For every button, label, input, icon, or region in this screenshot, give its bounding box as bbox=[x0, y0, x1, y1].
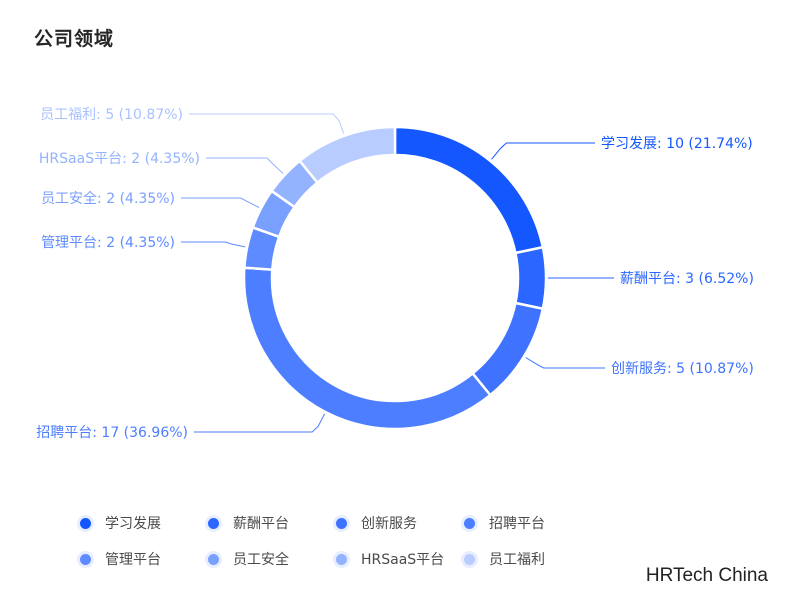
slice-label-1: 薪酬平台: 3 (6.52%) bbox=[620, 271, 754, 287]
legend-marker-icon bbox=[336, 553, 347, 565]
legend-item-2[interactable]: 创新服务 bbox=[336, 512, 464, 534]
legend-item-7[interactable]: 员工福利 bbox=[464, 548, 592, 570]
legend-label: 创新服务 bbox=[361, 516, 417, 532]
legend-marker-icon bbox=[336, 517, 347, 529]
slice-label-4: 管理平台: 2 (4.35%) bbox=[41, 235, 175, 251]
legend-marker-icon bbox=[80, 517, 91, 529]
legend-label: 招聘平台 bbox=[489, 516, 545, 532]
donut-slice-3[interactable] bbox=[242, 266, 493, 431]
legend-marker-icon bbox=[464, 553, 475, 565]
donut-slice-2[interactable] bbox=[470, 301, 545, 397]
legend-label: 薪酬平台 bbox=[233, 516, 289, 532]
chart-title: 公司领域 bbox=[34, 28, 115, 50]
legend-marker-icon bbox=[208, 517, 219, 529]
legend-item-5[interactable]: 员工安全 bbox=[208, 548, 336, 570]
chart-legend: 学习发展 薪酬平台 创新服务 招聘平台管理平台 员工安全 HRSaaS平台 员工福利 bbox=[80, 512, 640, 570]
legend-item-0[interactable]: 学习发展 bbox=[80, 512, 208, 534]
donut-slice-7[interactable] bbox=[297, 125, 397, 185]
leader-line-7 bbox=[189, 113, 345, 135]
slice-label-6: HRSaaS平台: 2 (4.35%) bbox=[39, 151, 200, 167]
legend-item-1[interactable]: 薪酬平台 bbox=[208, 512, 336, 534]
leader-line-5 bbox=[181, 197, 260, 209]
legend-item-6[interactable]: HRSaaS平台 bbox=[336, 548, 464, 570]
donut-slice-0[interactable] bbox=[393, 125, 545, 255]
leader-line-6 bbox=[206, 157, 284, 174]
legend-label: 学习发展 bbox=[105, 516, 161, 532]
slice-label-0: 学习发展: 10 (21.74%) bbox=[601, 136, 753, 152]
legend-label: 员工福利 bbox=[489, 552, 545, 568]
slice-label-7: 员工福利: 5 (10.87%) bbox=[40, 107, 183, 123]
leader-line-4 bbox=[181, 241, 246, 248]
legend-marker-icon bbox=[464, 517, 475, 529]
slice-label-3: 招聘平台: 17 (36.96%) bbox=[36, 425, 188, 441]
legend-marker-icon bbox=[80, 553, 91, 565]
legend-item-3[interactable]: 招聘平台 bbox=[464, 512, 592, 534]
legend-label: 管理平台 bbox=[105, 552, 161, 568]
legend-label: 员工安全 bbox=[233, 552, 289, 568]
legend-marker-icon bbox=[208, 553, 219, 565]
leader-line-3 bbox=[194, 413, 326, 433]
slice-label-2: 创新服务: 5 (10.87%) bbox=[611, 361, 754, 377]
donut-slice-1[interactable] bbox=[513, 245, 548, 311]
legend-item-4[interactable]: 管理平台 bbox=[80, 548, 208, 570]
slice-label-5: 员工安全: 2 (4.35%) bbox=[41, 190, 175, 207]
watermark: HRTech China bbox=[645, 565, 768, 586]
legend-label: HRSaaS平台 bbox=[361, 552, 445, 568]
leader-line-0 bbox=[491, 142, 595, 160]
leader-line-2 bbox=[525, 357, 605, 369]
